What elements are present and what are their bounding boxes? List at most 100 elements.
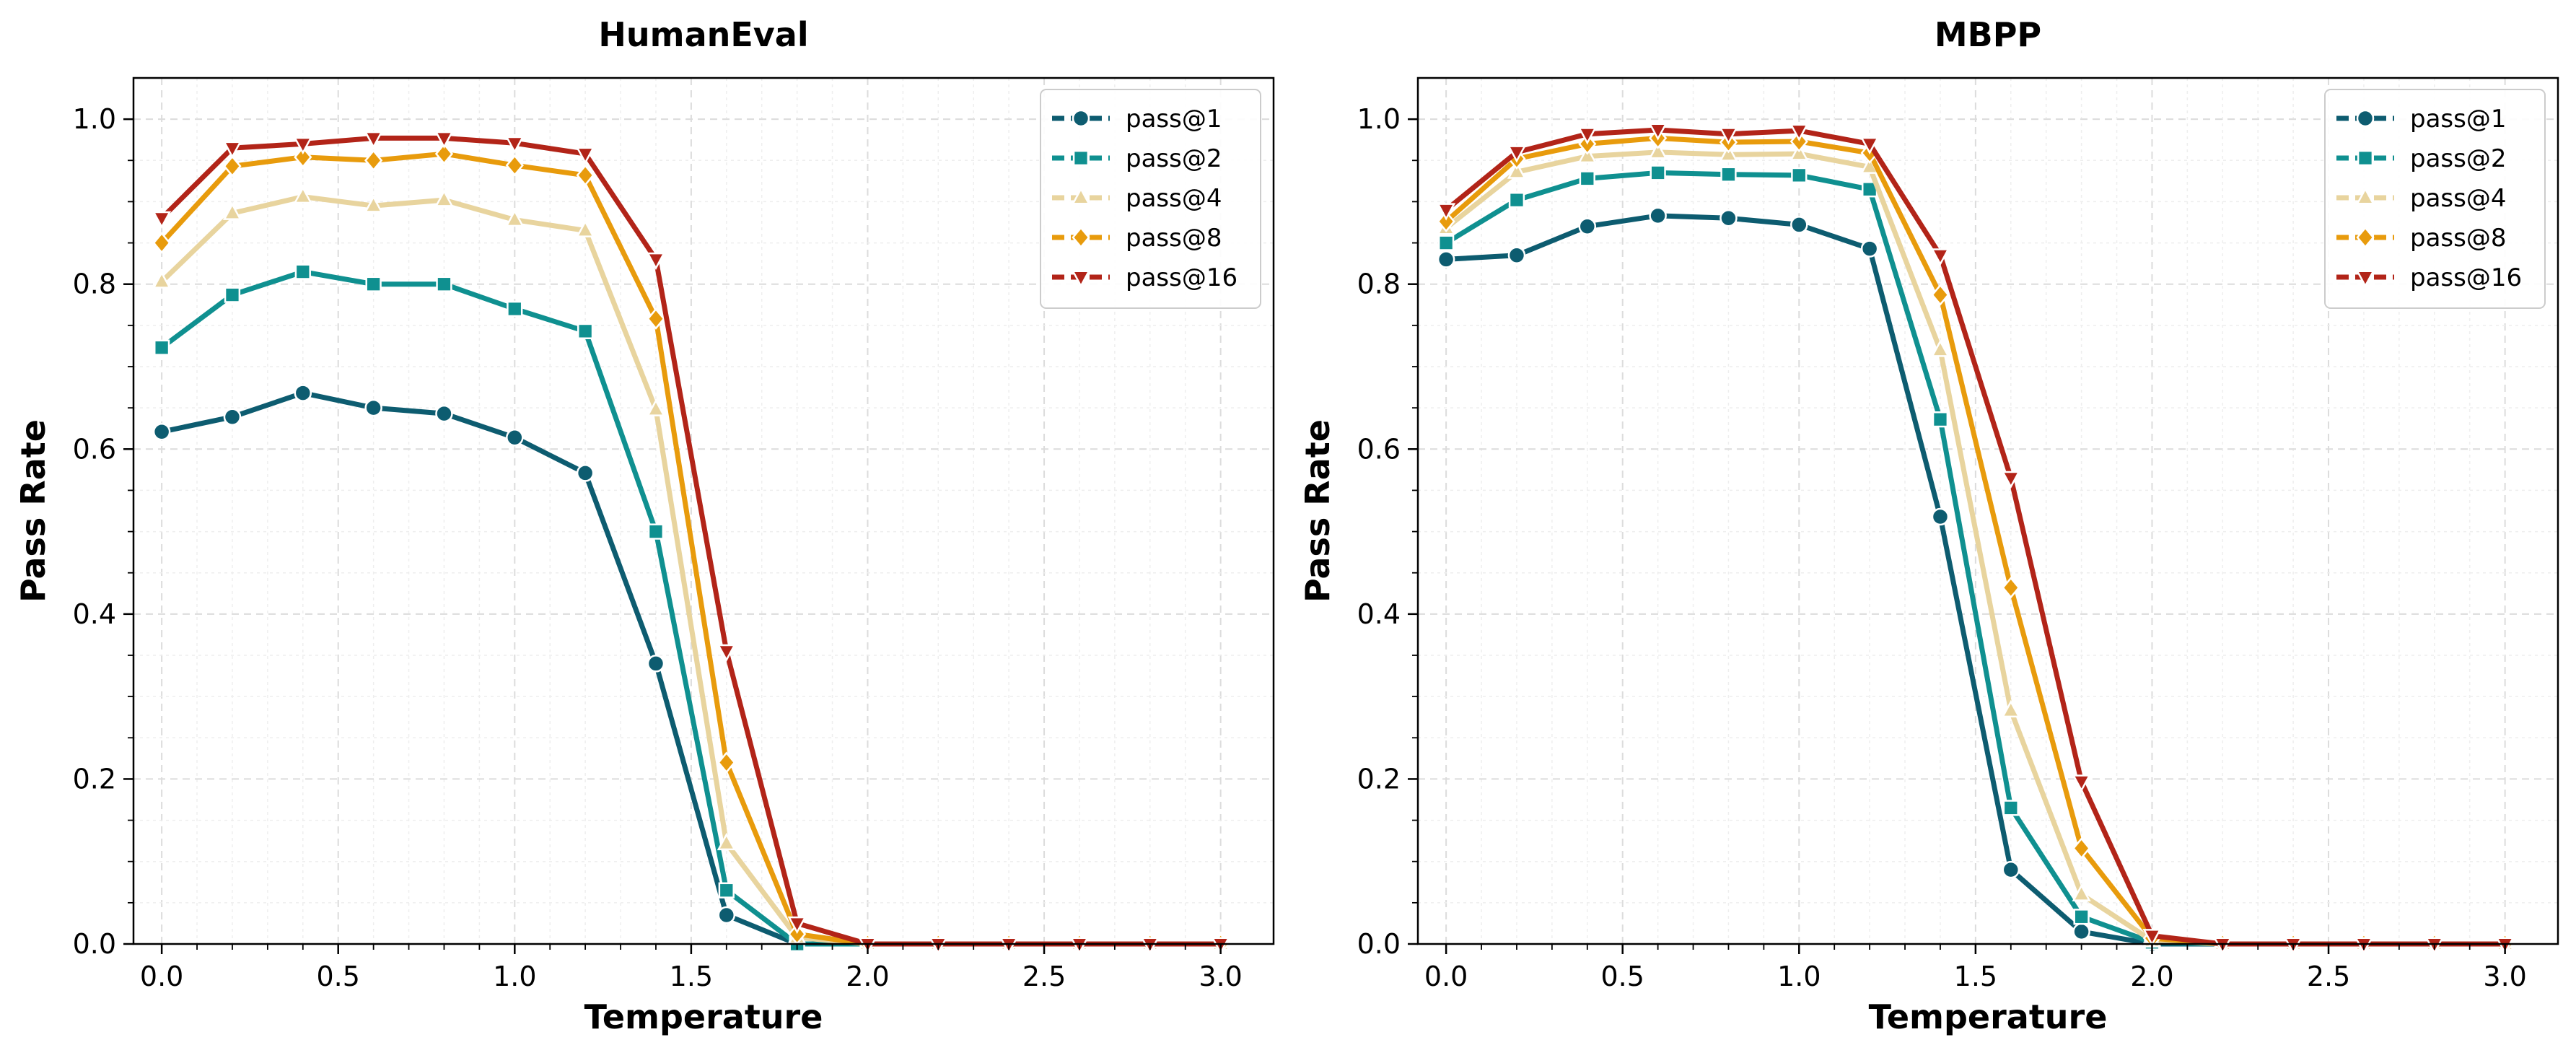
data-point: [222, 202, 242, 220]
data-point: [717, 751, 736, 774]
legend-item: pass@4: [1052, 184, 1222, 213]
grid: [1418, 78, 2558, 945]
data-point: [364, 131, 383, 149]
legend-item: pass@16: [1052, 263, 1237, 292]
data-point: [1507, 161, 1527, 179]
x-axis-label: Temperature: [584, 997, 823, 1036]
legend-marker: [1071, 187, 1091, 205]
data-point: [152, 271, 172, 289]
data-point: [1437, 203, 1456, 221]
data-point: [1508, 191, 1525, 209]
data-point: [152, 232, 171, 254]
legend-label: pass@2: [1126, 144, 1222, 173]
data-point: [506, 429, 524, 447]
legend-item: pass@4: [2336, 184, 2506, 213]
x-tick-label: 0.5: [316, 961, 359, 992]
data-point: [505, 136, 525, 154]
data-point: [2072, 922, 2090, 941]
legend-label: pass@2: [2410, 144, 2506, 173]
y-tick-label: 0.8: [1357, 268, 1401, 300]
panel-mbpp: MBPP Temperature Pass Rate 0.0 0.5 1.0 1.5 2…: [1298, 15, 2559, 1036]
data-point: [434, 131, 454, 149]
x-tick-label: 3.0: [2483, 961, 2526, 992]
data-point: [717, 644, 736, 663]
legend-label: pass@16: [1126, 263, 1237, 292]
data-point: [293, 136, 312, 155]
data-point: [1789, 123, 1809, 141]
data-point: [223, 155, 242, 178]
legend-item: pass@2: [2336, 144, 2506, 173]
data-point: [1789, 143, 1809, 161]
data-point: [1719, 209, 1738, 227]
data-point: [435, 404, 453, 423]
x-tick-label: 1.0: [493, 961, 536, 992]
legend-label: pass@8: [1126, 224, 1222, 253]
data-point: [1577, 145, 1597, 164]
x-tick-label: 2.0: [846, 961, 889, 992]
legend-marker: [2355, 270, 2375, 288]
y-tick-label: 0.0: [73, 928, 116, 960]
data-point: [718, 882, 735, 899]
data-point: [787, 916, 807, 935]
data-point: [364, 398, 382, 417]
data-point: [1579, 170, 1595, 187]
y-tick-label: 1.0: [73, 103, 116, 135]
x-axis-label: Temperature: [1869, 997, 2108, 1036]
data-point: [1648, 141, 1668, 159]
data-point: [1507, 145, 1527, 163]
data-point: [2072, 883, 2091, 901]
legend-marker: [2355, 187, 2375, 205]
data-point: [1649, 206, 1667, 225]
data-point: [224, 287, 241, 303]
legend-label: pass@1: [2410, 105, 2506, 134]
data-point: [1507, 246, 1526, 264]
legend-marker: [2356, 226, 2375, 249]
data-point: [1930, 248, 1950, 266]
data-point: [152, 211, 172, 229]
legend-label: pass@1: [1126, 105, 1222, 134]
legend-box: [2324, 89, 2546, 309]
data-point: [2001, 471, 2020, 489]
data-point: [222, 141, 242, 159]
data-point: [2001, 699, 2020, 718]
data-point: [436, 276, 452, 292]
data-point: [505, 154, 524, 177]
data-point: [294, 146, 312, 168]
data-point: [1789, 130, 1808, 153]
data-point: [2073, 909, 2090, 925]
x-tick-label: 0.5: [1600, 961, 1644, 992]
x-tick-label: 1.5: [670, 961, 713, 992]
data-point: [2072, 837, 2091, 860]
x-tick-label: 0.0: [140, 961, 183, 992]
data-point: [576, 219, 595, 237]
y-tick-label: 0.8: [73, 268, 116, 300]
data-point: [505, 209, 525, 227]
data-point: [434, 142, 454, 165]
data-point: [576, 147, 595, 165]
data-point: [364, 195, 383, 213]
y-axis-label: Pass Rate: [1298, 419, 1337, 603]
data-point: [1931, 284, 1950, 306]
y-tick-label: 0.0: [1357, 928, 1401, 960]
plot-frame: [1416, 76, 2559, 945]
x-tick-label: 3.0: [1199, 961, 1242, 992]
legend-marker: [1072, 149, 1090, 167]
chart-title: MBPP: [1935, 15, 2041, 54]
data-point: [1790, 216, 1808, 234]
legend-marker: [2357, 149, 2374, 167]
data-point: [364, 149, 383, 172]
data-point: [294, 263, 311, 280]
data-point: [1437, 210, 1455, 233]
data-point: [1719, 144, 1738, 162]
panel-humaneval: HumanEval Temperature Pass Rate 0.0 0.5 1.…: [14, 15, 1275, 1036]
legend-marker: [1071, 270, 1091, 288]
data-point: [2002, 860, 2020, 879]
grid: [133, 78, 1274, 945]
data-point: [1930, 339, 1950, 357]
data-point: [1932, 411, 1949, 428]
legend: pass@1 pass@2 pass@4 pass@8 pass@16: [2324, 89, 2546, 309]
data-point: [507, 300, 523, 318]
y-tick-label: 0.6: [73, 433, 116, 465]
data-point: [647, 655, 665, 673]
